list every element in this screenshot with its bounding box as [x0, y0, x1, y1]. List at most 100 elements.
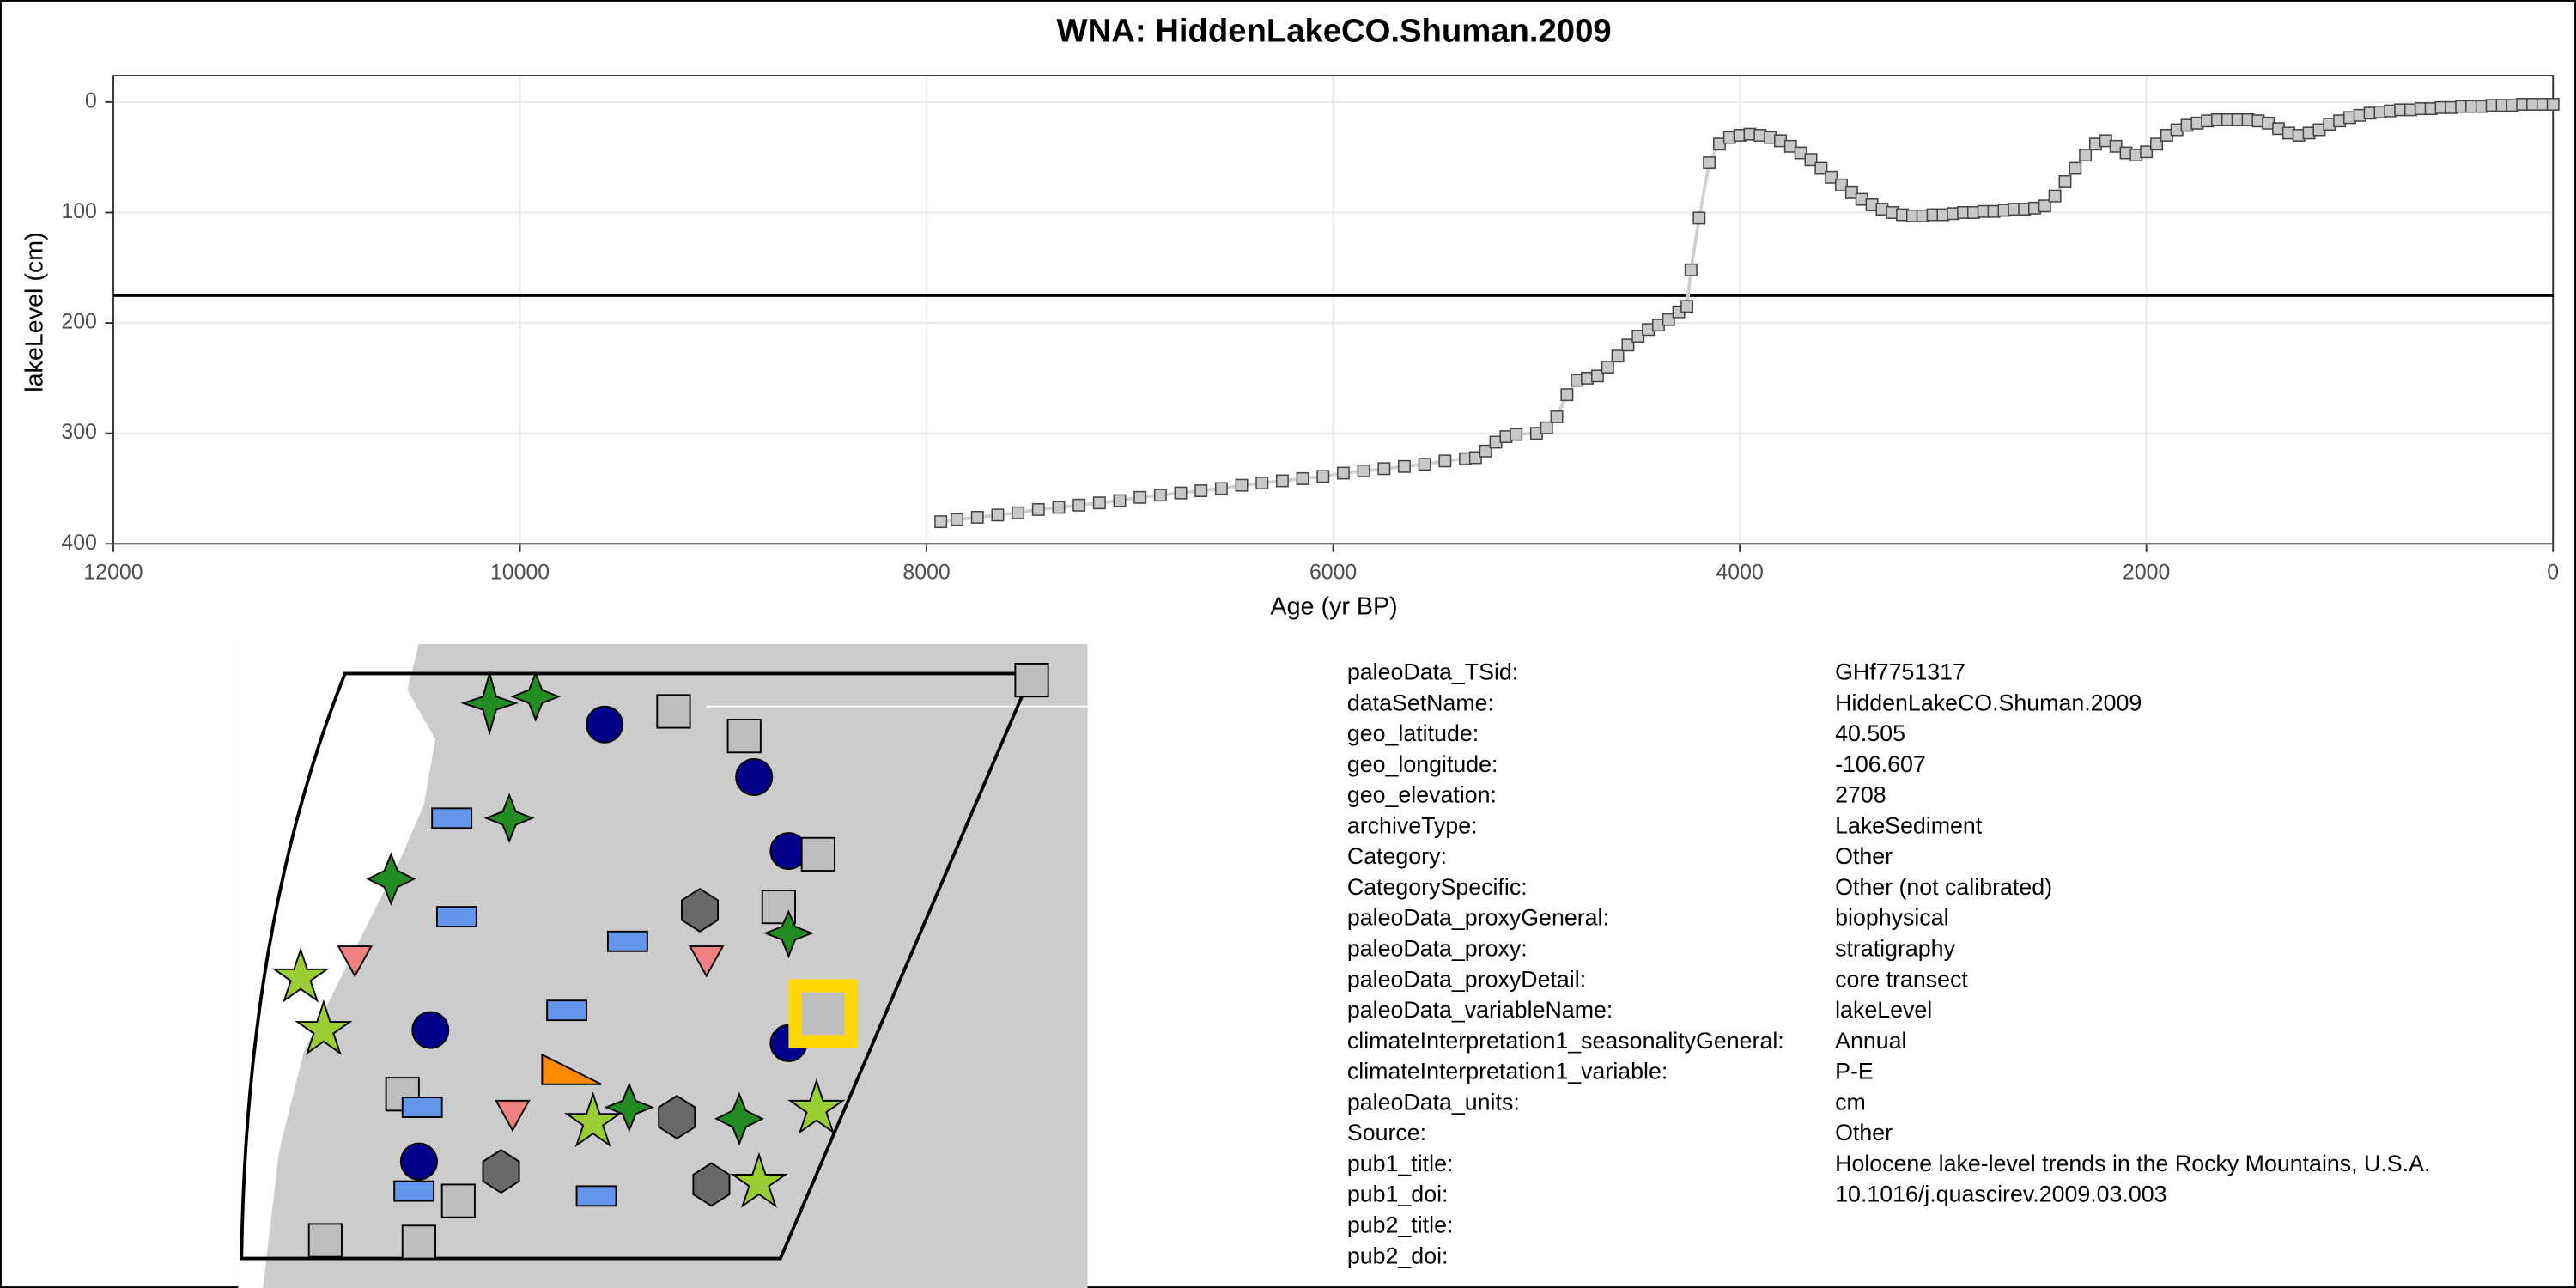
metadata-value: lakeLevel [1835, 997, 1932, 1023]
data-point [2079, 149, 2093, 162]
metadata-key: paleoData_proxyGeneral: [1347, 905, 1609, 931]
metadata-key: archiveType: [1347, 812, 1478, 838]
metadata-value: HiddenLakeCO.Shuman.2009 [1835, 690, 2142, 715]
data-point [1844, 185, 1858, 199]
metadata-key: paleoData_TSid: [1347, 659, 1518, 685]
data-point [1510, 428, 1523, 441]
metadata-key: Source: [1347, 1120, 1426, 1145]
x-tick-label: 6000 [1309, 560, 1357, 584]
x-tick-label: 4000 [1716, 560, 1763, 584]
metadata-key: CategorySpecific: [1347, 874, 1528, 900]
data-point [1794, 146, 1807, 160]
y-tick-label: 300 [61, 420, 96, 444]
data-point [1692, 211, 1706, 225]
data-point [1377, 462, 1391, 476]
chart-title: WNA: HiddenLakeCO.Shuman.2009 [1057, 12, 1612, 49]
data-point [1550, 410, 1564, 423]
metadata-key: geo_elevation: [1347, 782, 1497, 808]
data-point [1631, 330, 1645, 343]
data-point [2069, 161, 2082, 175]
data-point [1214, 482, 1228, 495]
metadata-value: Other [1835, 843, 1893, 869]
metadata-value: P-E [1835, 1059, 1874, 1084]
data-point [1540, 421, 1553, 434]
data-point [970, 510, 984, 524]
data-point [1092, 496, 1106, 510]
data-point [1052, 501, 1066, 514]
metadata-key: pub2_title: [1347, 1212, 1454, 1238]
metadata-value: stratigraphy [1835, 936, 1955, 962]
metadata-value: 40.505 [1835, 720, 1905, 746]
y-axis-label: lakeLevel (cm) [21, 232, 49, 392]
map-extent [240, 671, 1035, 1261]
data-point [1835, 178, 1848, 191]
x-tick-label: 8000 [902, 560, 950, 584]
metadata-key: pub1_title: [1347, 1151, 1454, 1176]
data-point [1316, 470, 1330, 483]
site-markers [271, 663, 1049, 1260]
data-point [1255, 477, 1269, 490]
data-point [1296, 471, 1309, 485]
data-point [1560, 388, 1574, 402]
metadata-key: paleoData_proxy: [1347, 936, 1528, 962]
data-point [2038, 199, 2051, 213]
metadata-value: Holocene lake-level trends in the Rocky … [1835, 1151, 2430, 1176]
metadata-value: Annual [1835, 1028, 1906, 1054]
data-point [2140, 145, 2154, 159]
data-point [991, 508, 1005, 522]
metadata-key: paleoData_proxyDetail: [1347, 966, 1586, 992]
metadata-key: geo_latitude: [1347, 720, 1479, 746]
metadata-key: dataSetName: [1347, 690, 1494, 715]
data-point [1684, 263, 1698, 276]
data-point [1275, 474, 1289, 488]
data-point [1825, 170, 1838, 184]
metadata-key: pub2_doi: [1347, 1242, 1449, 1268]
data-point [1590, 369, 1604, 383]
y-tick-label: 0 [85, 88, 97, 112]
data-point [934, 515, 948, 529]
metadata-value: 2708 [1835, 782, 1886, 808]
data-point [2058, 175, 2072, 188]
metadata-key: geo_longitude: [1347, 751, 1498, 777]
data-point [1804, 153, 1818, 167]
metadata-key: paleoData_units: [1347, 1089, 1520, 1115]
data-point [1621, 338, 1635, 352]
data-point [1783, 139, 1797, 153]
x-tick-label: 10000 [490, 560, 550, 584]
data-point [1398, 459, 1411, 473]
data-point [2546, 97, 2560, 111]
metadata-key: paleoData_variableName: [1347, 997, 1613, 1023]
y-tick-label: 100 [61, 199, 96, 223]
metadata-value: GHf7751317 [1835, 659, 1965, 685]
data-point [1418, 458, 1431, 471]
data-point [2109, 139, 2123, 153]
data-point [1814, 161, 1828, 175]
map-ocean [238, 644, 436, 1288]
data-point [1713, 137, 1726, 151]
data-point [1438, 454, 1452, 468]
metadata-key: Category: [1347, 843, 1447, 869]
x-tick-label: 12000 [83, 560, 143, 584]
data-point [1153, 489, 1167, 502]
data-point [1336, 466, 1350, 480]
metadata-value: Other [1835, 1120, 1893, 1145]
data-point [1174, 486, 1188, 500]
site-map [238, 644, 1088, 1288]
data-point [951, 513, 964, 526]
plot-border [112, 75, 2555, 545]
data-point [1680, 300, 1694, 313]
plot-area: 12000 10000 8000 6000 4000 2000 0 0 100 200 300 400 [61, 75, 2560, 584]
data-point [2150, 137, 2163, 151]
data-point [1133, 490, 1147, 504]
metadata-value: Other (not calibrated) [1835, 874, 2052, 900]
data-point [1662, 313, 1675, 326]
metadata-key: climateInterpretation1_variable: [1347, 1059, 1668, 1084]
metadata-table: paleoData_TSid: GHf7751317 dataSetName: Hid… [1347, 659, 2431, 1269]
metadata-key: pub1_doi: [1347, 1182, 1449, 1207]
metadata-value: -106.607 [1835, 751, 1926, 777]
data-point [1235, 478, 1249, 492]
data-point [1468, 451, 1482, 465]
data-point [1611, 349, 1625, 363]
